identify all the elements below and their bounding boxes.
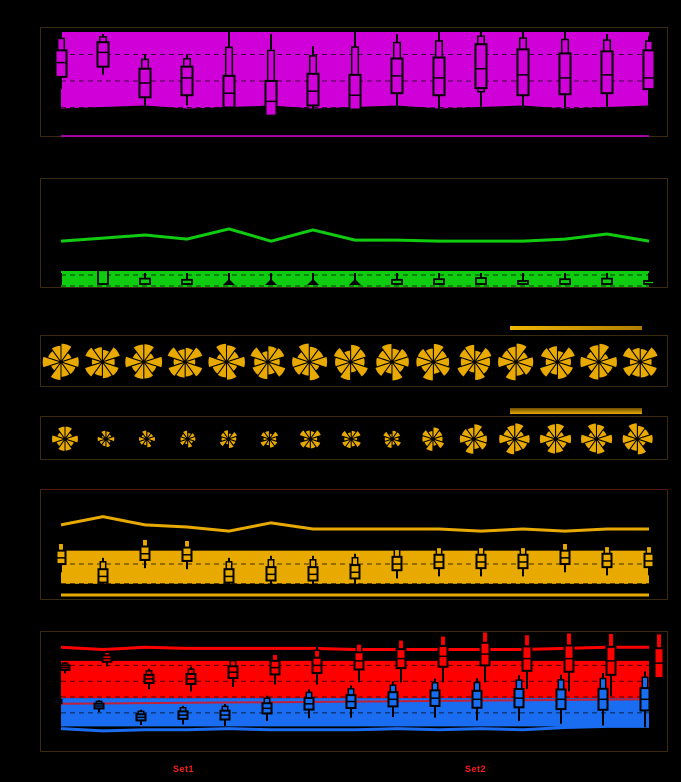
green-line-boxen-plot xyxy=(60,227,655,287)
legend-item-set2: Set2 xyxy=(465,764,487,774)
panel-rose-glyphs-bottom xyxy=(40,416,668,460)
panel-gold-boxen xyxy=(40,489,668,600)
rose-glyphs-row-1 xyxy=(41,342,659,382)
magenta-boxen-plot xyxy=(54,32,656,137)
rose-legend-bar-top xyxy=(510,326,642,330)
panel-red-blue-boxen xyxy=(40,631,668,752)
panel-rose-glyphs-top xyxy=(40,335,668,387)
panel-green-boxen xyxy=(40,178,668,288)
red-blue-boxen-plot xyxy=(51,632,665,733)
gold-line-boxen-plot xyxy=(55,515,655,597)
rose-glyphs-row-2 xyxy=(51,422,654,456)
legend-item-set1: Set1 xyxy=(173,764,195,774)
rose-legend-bar-bottom xyxy=(510,408,642,414)
panel-magenta-boxen xyxy=(40,27,668,137)
